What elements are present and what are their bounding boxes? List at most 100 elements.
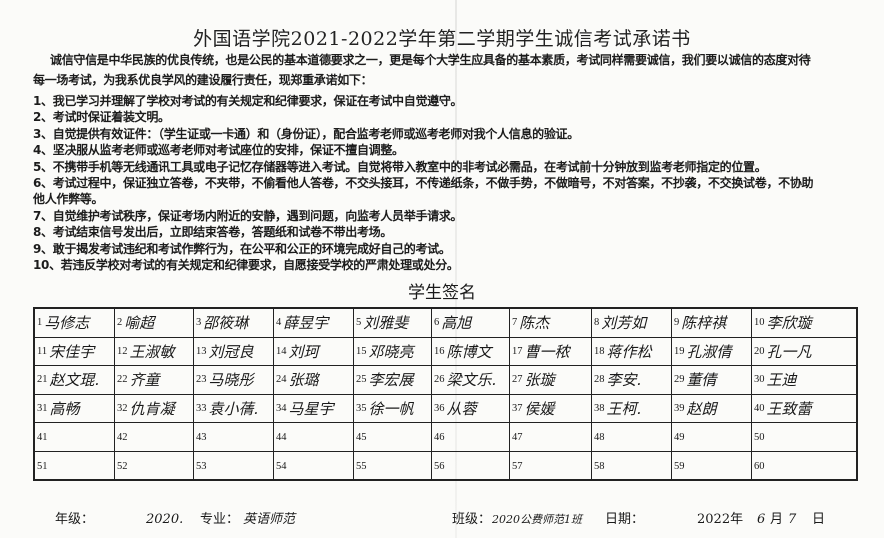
pledge-item: 3、自觉提供有效证件：（学生证或一卡通）和（身份证），配合监考老师或巡考老师对我…: [33, 126, 579, 141]
student-signature: 赵文琨.: [49, 371, 100, 390]
signature-cell: 47: [509, 422, 592, 452]
seat-number: 49: [674, 432, 685, 443]
seat-number: 44: [276, 432, 287, 443]
seat-number: 12: [117, 345, 128, 357]
seat-number: 40: [754, 402, 765, 414]
student-signature: 侯媛: [524, 399, 555, 418]
signature-cell: 22 齐童: [114, 365, 194, 395]
student-signature: 徐一帆: [368, 399, 414, 418]
student-signature: 张璇: [524, 371, 555, 390]
class-label: 班级：: [452, 512, 492, 527]
student-signature: 邓晓亮: [368, 342, 414, 361]
signature-cell: 34 马星宇: [273, 393, 354, 423]
signature-cell: 53: [193, 450, 274, 481]
signature-cell: 29 董倩: [671, 365, 752, 395]
seat-number: 25: [356, 374, 367, 386]
signature-cell: 57: [509, 450, 592, 481]
signature-cell: 25 李宏展: [353, 365, 432, 395]
seat-number: 53: [196, 460, 207, 472]
seat-number: 16: [434, 345, 445, 357]
signature-cell: 26 梁文乐.: [431, 365, 510, 395]
document-title: 外国语学院2021-2022学年第二学期学生诚信考试承诺书: [193, 28, 691, 50]
signature-cell: 48: [591, 422, 672, 452]
seat-number: 47: [512, 432, 523, 443]
signature-cell: 41: [33, 422, 115, 452]
student-signature: 马星宇: [288, 399, 334, 418]
seat-number: 34: [276, 402, 287, 414]
signature-cell: 46: [431, 422, 510, 452]
seat-number: 51: [37, 460, 48, 472]
pledge-item: 6、考试过程中，保证独立答卷，不夹带，不偷看他人答卷，不交头接耳，不传递纸条，不…: [33, 176, 814, 190]
pledge-item: 4、坚决服从监考老师或巡考老师对考试座位的安排，保证不擅自调整。: [33, 143, 404, 158]
student-signature: 孔淑倩: [686, 342, 732, 361]
seat-number: 3: [196, 317, 202, 329]
signature-cell: 54: [273, 450, 354, 481]
seat-number: 22: [117, 374, 128, 386]
student-signature: 邵筱琳: [203, 314, 249, 333]
student-signature: 王柯.: [606, 399, 642, 418]
signature-cell: 14 刘珂: [273, 336, 354, 366]
seat-number: 56: [434, 460, 445, 472]
student-signature: 高畅: [49, 399, 80, 418]
student-signature: 蒋作松: [606, 342, 652, 361]
student-signature: 孔一凡: [766, 342, 812, 361]
pledge-item: 7、自觉维护考试秩序，保证考场内附近的安静，遇到问题，向监考人员举手请求。: [33, 208, 463, 223]
seat-number: 5: [356, 317, 362, 329]
signature-cell: 30 王迪: [751, 365, 858, 395]
student-signature: 从蓉: [446, 399, 477, 418]
signature-row: 51 52 53 54 55 56 57 58 59 60: [33, 450, 858, 481]
intro-line-2: 每一场考试，为我系优良学风的建设履行责任，现郑重承诺如下：: [33, 73, 373, 87]
student-signature: 高旭: [441, 314, 472, 333]
seat-number: 43: [196, 432, 207, 443]
signature-cell: 19 孔淑倩: [671, 336, 752, 366]
date-month: 6: [757, 512, 766, 527]
signature-cell: 42: [114, 422, 194, 452]
signature-cell: 3 邵筱琳: [193, 307, 274, 338]
seat-number: 55: [356, 460, 367, 472]
paper-fold: [455, 0, 457, 538]
signature-cell: 59: [671, 450, 752, 481]
student-signature: 王迪: [766, 371, 797, 390]
seat-number: 13: [196, 345, 207, 357]
signature-cell: 21 赵文琨.: [33, 365, 115, 395]
signature-cell: 10 李欣璇: [751, 307, 858, 338]
signature-cell: 33 袁小蒨.: [193, 393, 274, 423]
seat-number: 10: [754, 317, 765, 329]
student-signature: 赵朗: [686, 399, 717, 418]
signature-row: 1 马修志 2 喻超 3 邵筱琳 4 薛昱宇 5 刘雅斐 6 高旭 7 陈杰 8 刘芳如 9 陈梓祺 10 李欣璇: [33, 307, 858, 338]
seat-number: 2: [117, 317, 123, 329]
signature-cell: 20 孔一凡: [751, 336, 858, 366]
grade-label: 年级：: [55, 512, 95, 527]
pledge-item: 9、敢于揭发考试违纪和考试作弊行为，在公平和公正的环境完成好自己的考试。: [33, 241, 451, 256]
signature-cell: 60: [751, 450, 858, 481]
signature-cell: 40 王致蕾: [751, 393, 858, 423]
signature-cell: 55: [353, 450, 432, 481]
signature-cell: 52: [114, 450, 194, 481]
signature-cell: 7 陈杰: [509, 307, 592, 338]
student-signature: 马修志: [44, 314, 90, 333]
signature-cell: 11 宋佳宇: [33, 336, 115, 366]
seat-number: 38: [594, 402, 605, 414]
student-signature: 李欣璇: [766, 314, 812, 333]
signature-cell: 37 侯媛: [509, 393, 592, 423]
seat-number: 20: [754, 345, 765, 357]
signature-cell: 49: [671, 422, 752, 452]
signature-cell: 56: [431, 450, 510, 481]
student-signature: 李宏展: [368, 371, 414, 390]
pledge-item: 8、考试结束信号发出后，立即结束答卷，答题纸和试卷不带出考场。: [33, 225, 393, 240]
pledge-item: 2、考试时保证着装文明。: [33, 110, 170, 125]
seat-number: 35: [356, 402, 367, 414]
student-signature: 王淑敏: [129, 342, 175, 361]
seat-number: 58: [594, 460, 605, 472]
signature-cell: 28 李安.: [591, 365, 672, 395]
signature-cell: 51: [33, 450, 115, 481]
signature-cell: 44: [273, 422, 354, 452]
pledge-item: 10、若违反学校对考试的有关规定和纪律要求，自愿接受学校的严肃处理或处分。: [33, 258, 459, 272]
student-signature: 陈梓祺: [681, 314, 727, 333]
signature-cell: 24 张璐: [273, 365, 354, 395]
seat-number: 21: [37, 374, 48, 386]
major-value: 英语师范: [243, 512, 296, 527]
student-signature: 刘冠良: [208, 342, 254, 361]
seat-number: 33: [196, 402, 207, 414]
seat-number: 32: [117, 402, 128, 414]
